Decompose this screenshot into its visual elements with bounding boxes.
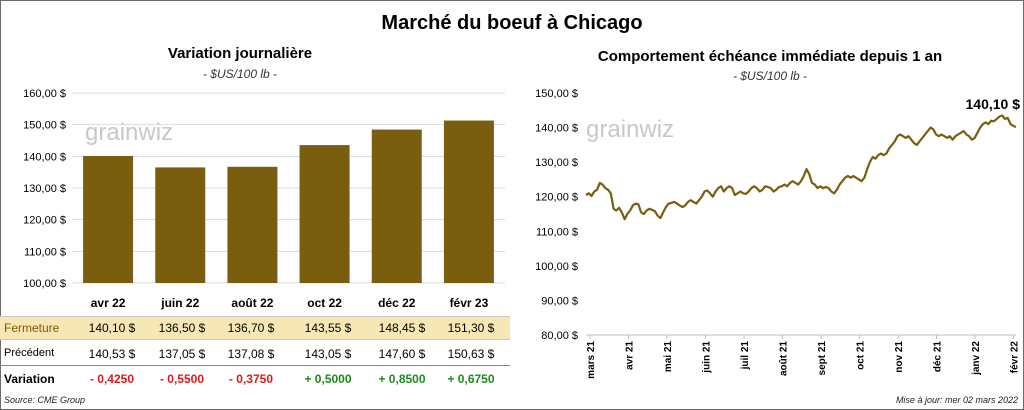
y-tick-label: 160,00 $ <box>23 88 66 100</box>
x-tick-label: avr 21 <box>625 341 636 370</box>
prev-cell: 147,60 $ <box>378 347 426 361</box>
variation-cell: - 0,5500 <box>159 372 205 386</box>
x-tick-label: févr 22 <box>1010 341 1021 374</box>
prev-cell: 143,05 $ <box>304 347 352 361</box>
x-tick-label: déc 22 <box>378 296 416 310</box>
y-tick-label: 130,00 $ <box>535 157 578 169</box>
main-title: Marché du boeuf à Chicago <box>381 12 643 34</box>
bar-chart: 100,00 $ 110,00 $ 120,00 $ 130,00 $ 140,00 $… <box>23 88 505 310</box>
grainwiz-watermark: grainwiz <box>586 116 674 143</box>
y-tick-label: 80,00 $ <box>541 330 578 342</box>
y-tick-label: 110,00 $ <box>24 246 66 258</box>
close-cell: 148,45 $ <box>378 321 426 335</box>
y-tick-label: 150,00 $ <box>535 88 578 100</box>
y-tick-label: 100,00 $ <box>23 278 66 290</box>
y-tick-label: 130,00 $ <box>23 183 66 195</box>
y-tick-label: 120,00 $ <box>23 215 66 227</box>
x-tick-label: juin 21 <box>702 341 713 374</box>
prev-cell: 140,53 $ <box>88 347 136 361</box>
x-tick-label: oct 21 <box>856 341 867 370</box>
bar <box>155 167 206 283</box>
bar <box>83 156 134 283</box>
table-row-precedent: Précédent 140,53 $ 137,05 $ 137,08 $ 143… <box>0 343 510 366</box>
left-chart-unit: - $US/100 lb - <box>202 67 278 81</box>
x-tick-label: oct 22 <box>307 296 342 310</box>
close-cell: 140,10 $ <box>88 321 136 335</box>
variation-cell: - 0,3750 <box>228 372 274 386</box>
last-value-label: 140,10 $ <box>966 96 1021 112</box>
y-tick-label: 150,00 $ <box>23 120 66 132</box>
close-cell: 151,30 $ <box>447 321 495 335</box>
prev-cell: 137,08 $ <box>227 347 275 361</box>
x-tick-label: août 22 <box>231 296 273 310</box>
grainwiz-watermark: grainwiz <box>85 119 173 146</box>
close-cell: 136,50 $ <box>158 321 206 335</box>
x-tick-label: mars 21 <box>586 341 597 379</box>
y-tick-label: 110,00 $ <box>536 226 578 238</box>
right-chart-unit: - $US/100 lb - <box>732 69 808 83</box>
right-chart-title: Comportement échéance immédiate depuis 1… <box>597 48 943 65</box>
update-note: Mise à jour: mer 02 mars 2022 <box>895 395 1018 405</box>
x-tick-label: févr 23 <box>450 296 489 310</box>
x-tick-label: juil 21 <box>740 341 751 371</box>
bar <box>299 145 350 283</box>
row-label-variation: Variation <box>4 372 55 386</box>
x-tick-label: juin 22 <box>160 296 199 310</box>
x-tick-label: avr 22 <box>91 296 126 310</box>
table-row-variation: Variation - 0,4250 - 0,5500 - 0,3750 + 0… <box>0 368 510 390</box>
bar <box>371 129 422 283</box>
x-tick-label: mai 21 <box>663 341 674 373</box>
bar <box>227 166 278 283</box>
variation-cell: + 0,8500 <box>378 372 426 386</box>
source-note: Source: CME Group <box>4 395 86 405</box>
y-tick-label: 120,00 $ <box>535 192 578 204</box>
row-label-precedent: Précédent <box>4 347 55 359</box>
table-row-fermeture: Fermeture 140,10 $ 136,50 $ 136,70 $ 143… <box>0 316 510 340</box>
price-line <box>585 114 1017 221</box>
variation-cell: - 0,4250 <box>89 372 135 386</box>
y-tick-label: 140,00 $ <box>535 123 578 135</box>
close-cell: 143,55 $ <box>304 321 352 335</box>
prev-cell: 150,63 $ <box>447 347 495 361</box>
left-chart-title: Variation journalière <box>167 45 313 62</box>
bar <box>443 120 494 283</box>
x-tick-label: nov 21 <box>894 341 905 373</box>
y-tick-label: 140,00 $ <box>23 151 66 163</box>
variation-cell: + 0,5000 <box>304 372 352 386</box>
watermark-text: grainwiz <box>586 116 674 143</box>
y-tick-label: 100,00 $ <box>535 261 578 273</box>
y-tick-label: 90,00 $ <box>541 295 578 307</box>
close-cell: 136,70 $ <box>227 321 275 335</box>
x-tick-label: janv 22 <box>971 341 982 376</box>
x-tick-label: août 21 <box>779 341 790 376</box>
variation-cell: + 0,6750 <box>447 372 495 386</box>
row-label-fermeture: Fermeture <box>4 321 60 335</box>
prev-cell: 137,05 $ <box>158 347 206 361</box>
watermark-text: grainwiz <box>85 119 173 146</box>
x-tick-label: sept 21 <box>817 341 828 376</box>
line-chart: 80,00 $ 90,00 $ 100,00 $ 110,00 $ 120,00 $ 13… <box>535 88 1021 379</box>
x-tick-label: déc 21 <box>933 341 944 373</box>
